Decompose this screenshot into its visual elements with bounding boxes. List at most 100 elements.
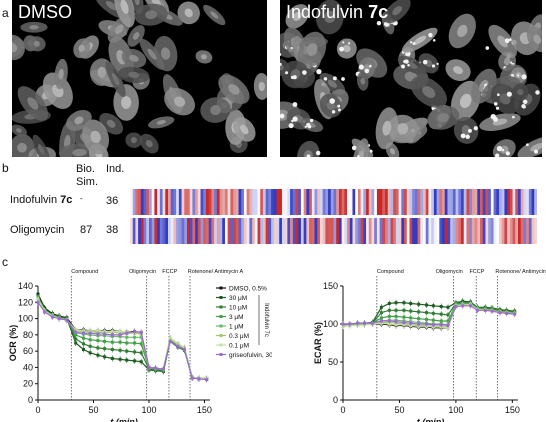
data-point	[469, 304, 473, 308]
profile-stripe	[363, 218, 367, 244]
data-point	[118, 333, 122, 337]
profile-stripe	[241, 218, 245, 244]
profile-stripe	[352, 218, 356, 244]
x-tick-label: 150	[505, 405, 520, 415]
profile-stripe	[184, 189, 188, 215]
profile-stripe	[333, 189, 337, 215]
profile-stripe	[176, 189, 180, 215]
profile-stripe	[414, 189, 419, 215]
profile-stripe	[319, 218, 324, 244]
profile-stripe	[401, 189, 405, 215]
profile-stripe	[279, 189, 283, 215]
data-point	[81, 348, 85, 352]
data-point	[110, 333, 114, 337]
series-line	[37, 297, 207, 380]
cell-nucleus	[173, 96, 186, 107]
profile-stripe	[311, 218, 315, 244]
profile-stripe	[360, 189, 364, 215]
data-point	[176, 344, 180, 348]
data-point	[118, 330, 122, 334]
bright-speck	[306, 154, 311, 157]
profile-stripe	[151, 218, 155, 244]
data-point	[161, 367, 165, 371]
cell-nucleus	[397, 123, 409, 135]
cell-nucleus	[324, 10, 336, 24]
data-point	[387, 314, 391, 318]
profile-stripe	[382, 189, 386, 215]
data-point	[133, 359, 137, 363]
profile-stripe	[165, 218, 169, 244]
y-tick-label: 60	[23, 346, 33, 356]
cell-nucleus	[258, 81, 265, 92]
profile-stripe	[493, 218, 497, 244]
profile-stripe	[205, 218, 210, 244]
bright-speck	[401, 64, 406, 69]
profile-stripe	[455, 189, 459, 215]
profile-stripe	[390, 189, 394, 215]
cell-nucleus	[58, 68, 64, 80]
data-point	[74, 330, 78, 334]
profile-stripe	[233, 189, 237, 215]
profile-stripe	[466, 218, 470, 244]
profile-stripe	[222, 218, 226, 244]
cell-nucleus	[327, 79, 337, 88]
x-axis-label: t (min)	[110, 417, 138, 422]
profile-stripe	[433, 189, 438, 215]
profile-stripe	[268, 218, 272, 244]
data-point	[96, 339, 100, 343]
data-point	[439, 323, 443, 327]
bright-speck	[468, 128, 472, 133]
bright-speck	[428, 32, 433, 38]
profile-stripe	[284, 189, 288, 215]
data-point	[425, 322, 429, 326]
profile-stripe	[325, 189, 329, 215]
y-tick-label: 120	[18, 297, 33, 307]
bright-speck	[412, 42, 416, 45]
profile-stripe	[531, 189, 535, 215]
data-point	[348, 322, 352, 326]
micrograph-indofulvin: Indofulvin 7c	[280, 0, 542, 157]
data-point	[362, 321, 366, 325]
profile-stripe	[197, 218, 201, 244]
profile-stripe	[143, 189, 147, 215]
profile-stripe	[352, 189, 356, 215]
profile-stripe	[439, 218, 443, 244]
profile-stripe	[374, 189, 378, 215]
legend: DMSO, 0.5% 30 μM 10 μM 3 μM 1 μM 0.3 μM 0.1 μM…	[216, 286, 272, 359]
profile-stripe	[167, 218, 172, 244]
cell-nucleus	[130, 137, 137, 144]
cell-nucleus	[461, 124, 471, 136]
profile-stripe	[376, 189, 381, 215]
panel-letter-a: a	[2, 6, 9, 20]
data-point	[461, 304, 465, 308]
profile-stripe	[252, 189, 256, 215]
profile-stripe	[227, 218, 231, 244]
cell-nucleus	[147, 48, 157, 60]
data-point	[446, 324, 450, 328]
profile-stripe	[257, 189, 261, 215]
data-point	[139, 335, 143, 339]
profile-stripe	[499, 189, 503, 215]
profile-stripe	[504, 218, 508, 244]
profile-stripe	[496, 189, 500, 215]
profile-stripe	[281, 189, 286, 215]
data-point	[439, 305, 443, 309]
profile-stripe	[333, 218, 337, 244]
data-point	[65, 318, 69, 322]
profile-stripe	[534, 189, 537, 215]
profile-stripe	[219, 218, 223, 244]
data-point	[36, 300, 40, 304]
profile-stripe	[499, 218, 503, 244]
data-point	[168, 339, 172, 343]
profile-stripe	[431, 189, 435, 215]
x-tick-label: 50	[88, 405, 98, 415]
profile-stripe	[507, 218, 511, 244]
profile-stripe	[265, 189, 269, 215]
profile-stripe	[314, 218, 318, 244]
profile-stripe	[292, 218, 296, 244]
y-tick-label: 80	[23, 330, 33, 340]
cell-nucleus	[342, 44, 351, 53]
profile-stripe	[132, 189, 136, 215]
profile-stripe	[379, 189, 383, 215]
bright-speck	[338, 108, 341, 112]
